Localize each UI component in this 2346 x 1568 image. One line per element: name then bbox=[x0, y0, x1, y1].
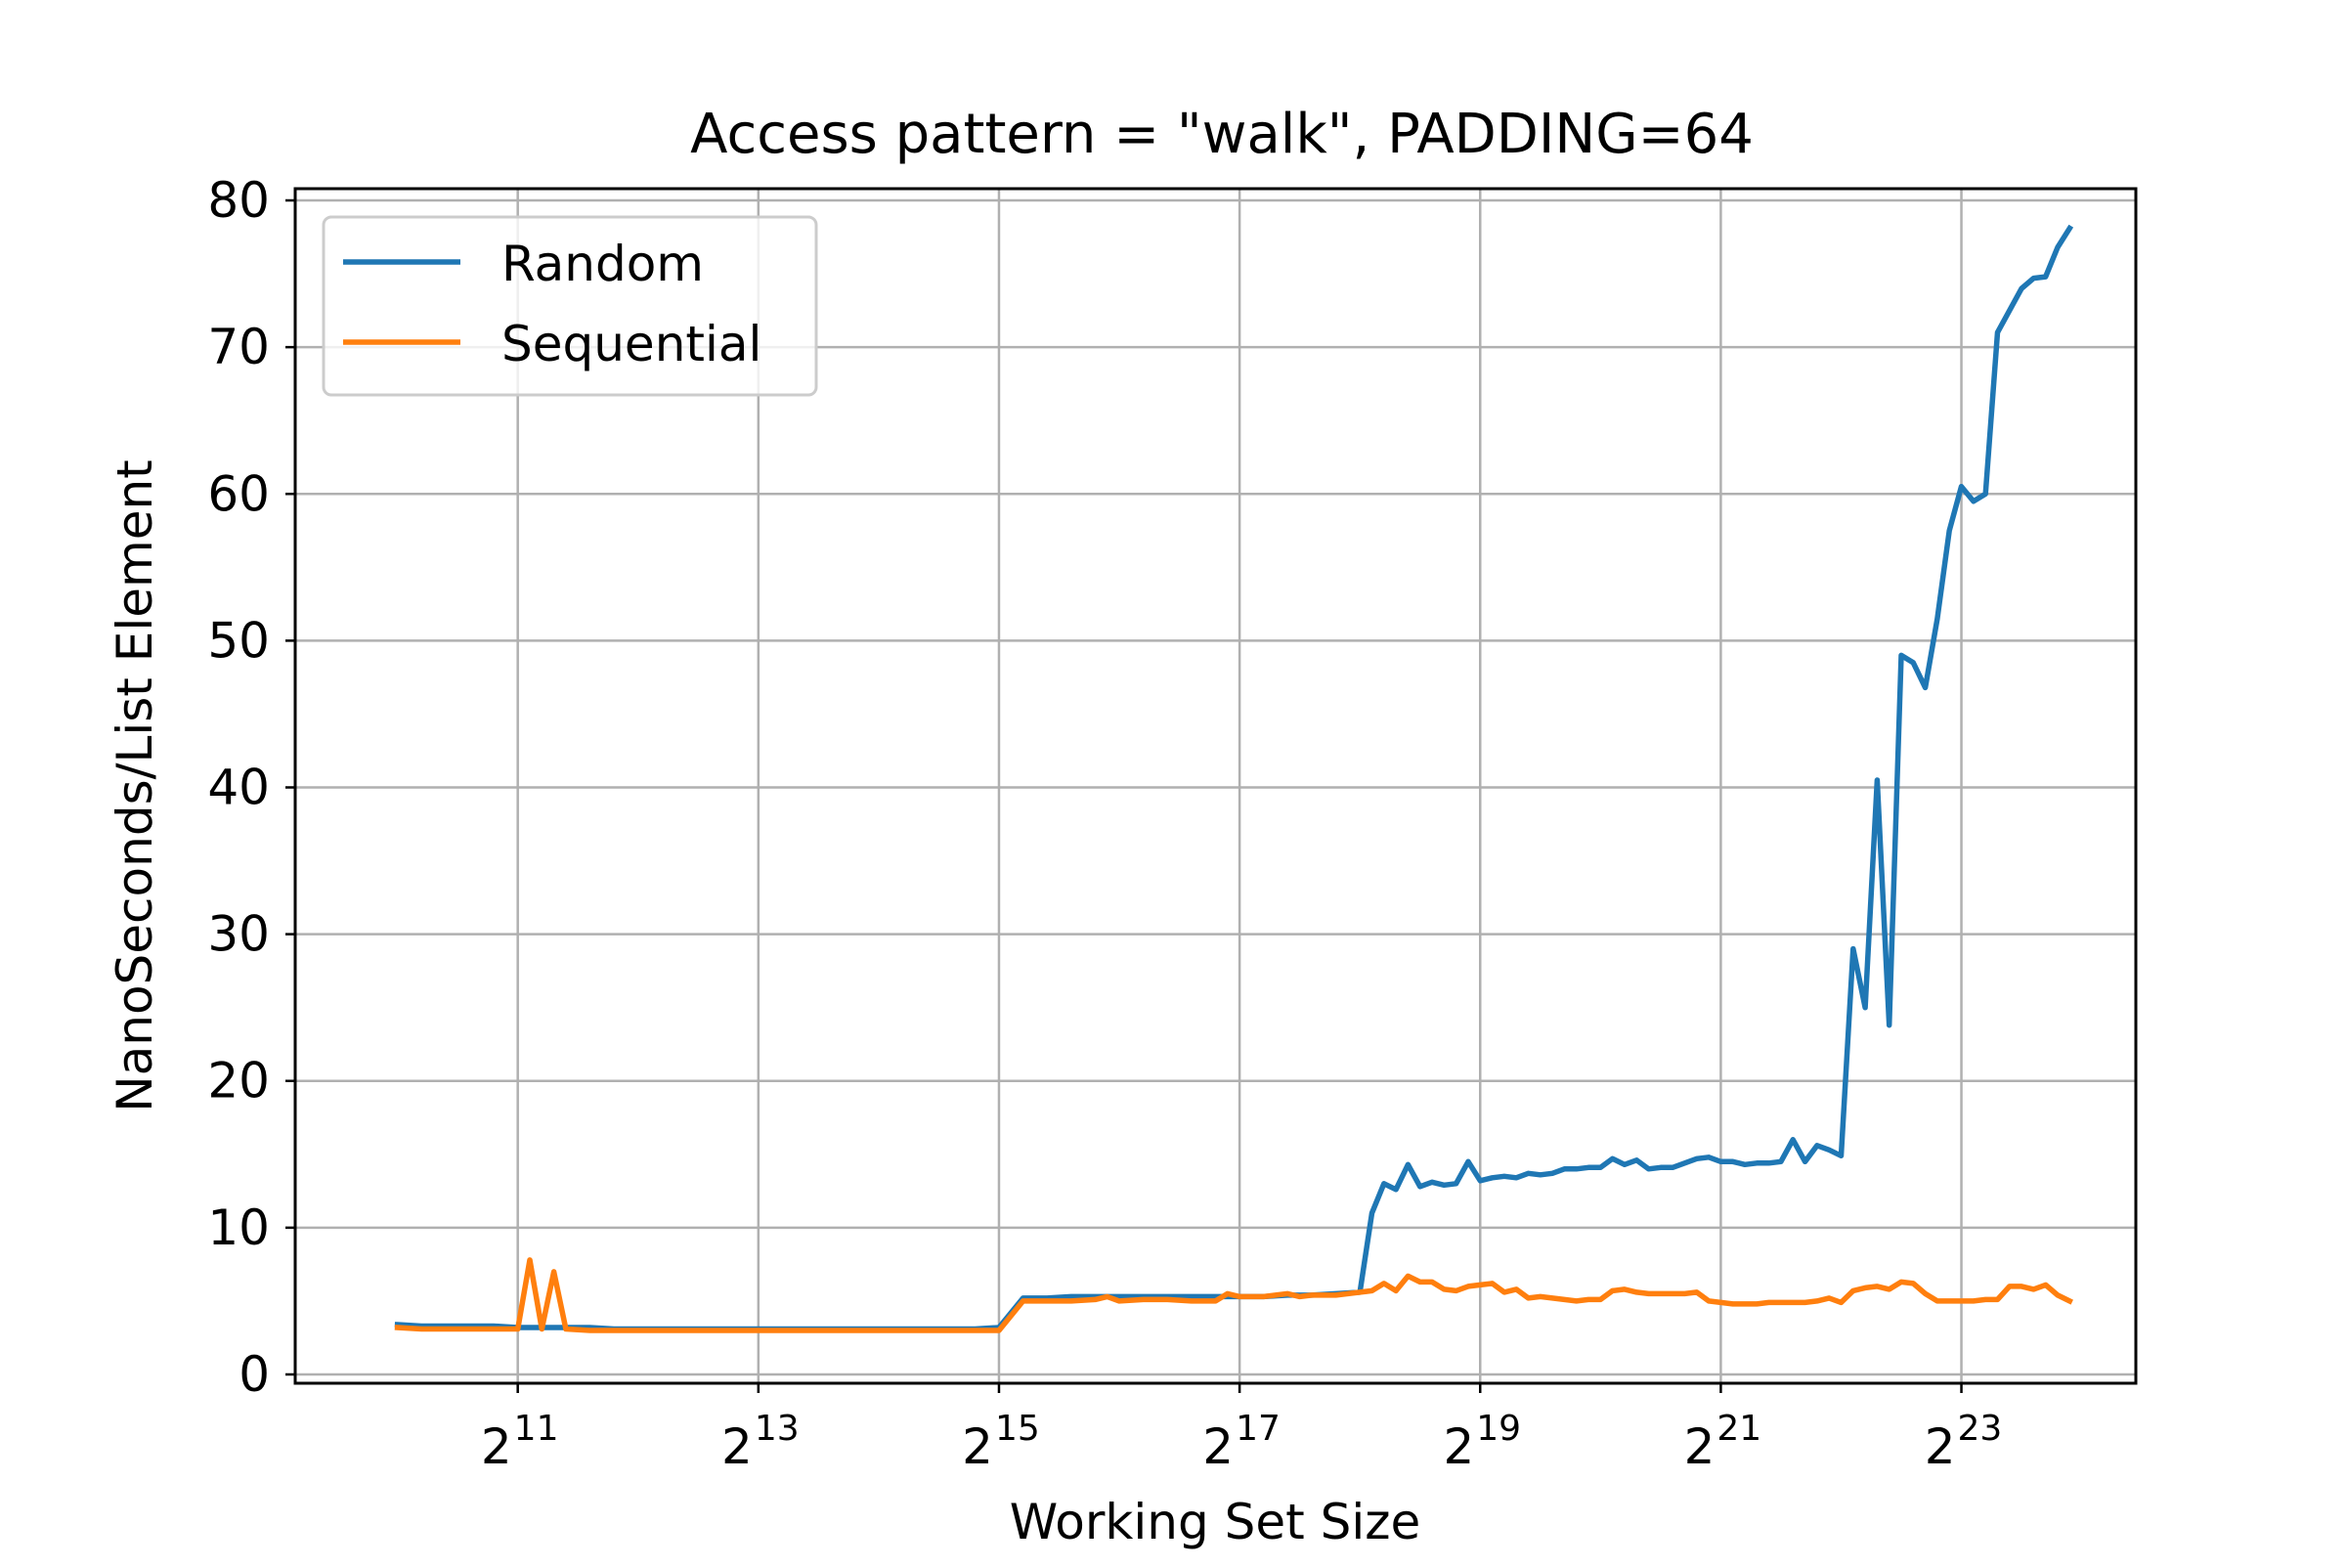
y-tick-label: 60 bbox=[207, 465, 270, 522]
x-tick-label-exponent: 13 bbox=[755, 1409, 800, 1449]
grid-layer bbox=[295, 189, 2136, 1383]
plot-area-frame bbox=[293, 187, 2138, 1385]
x-axis-label: Working Set Size bbox=[1010, 1494, 1420, 1550]
x-tick-label-base: 2 bbox=[1443, 1418, 1474, 1475]
x-tick-label-base: 2 bbox=[962, 1418, 993, 1475]
x-tick-label-exponent: 17 bbox=[1236, 1409, 1281, 1449]
x-tick-label-exponent: 11 bbox=[514, 1409, 559, 1449]
y-tick-label: 10 bbox=[207, 1199, 270, 1256]
y-tick-label: 20 bbox=[207, 1053, 270, 1110]
x-tick-label-exponent: 21 bbox=[1716, 1409, 1761, 1449]
y-tick-label: 80 bbox=[207, 172, 270, 229]
x-tick-label-exponent: 15 bbox=[995, 1409, 1040, 1449]
series-line-sequential bbox=[394, 1257, 2073, 1333]
x-tick-label-exponent: 19 bbox=[1476, 1409, 1521, 1449]
y-tick-label: 70 bbox=[207, 319, 270, 375]
legend-label-random: Random bbox=[501, 236, 704, 292]
legend: Random Sequential bbox=[322, 215, 818, 397]
y-tick-label: 0 bbox=[239, 1346, 270, 1403]
y-tick-label: 50 bbox=[207, 612, 270, 669]
y-tick-label: 30 bbox=[207, 906, 270, 963]
y-tick-label: 40 bbox=[207, 760, 270, 816]
x-tick-label-base: 2 bbox=[481, 1418, 512, 1475]
series-layer bbox=[394, 224, 2074, 1333]
legend-label-sequential: Sequential bbox=[501, 316, 761, 372]
x-tick-label-base: 2 bbox=[1684, 1418, 1716, 1475]
y-axis-label: NanoSeconds/List Element bbox=[107, 459, 163, 1112]
x-tick-label-base: 2 bbox=[721, 1418, 753, 1475]
x-tick-label-base: 2 bbox=[1202, 1418, 1234, 1475]
x-tick-label-base: 2 bbox=[1925, 1418, 1956, 1475]
x-tick-label-exponent: 23 bbox=[1958, 1409, 2003, 1449]
chart-title: Access pattern = "walk", PADDING=64 bbox=[690, 103, 1754, 166]
